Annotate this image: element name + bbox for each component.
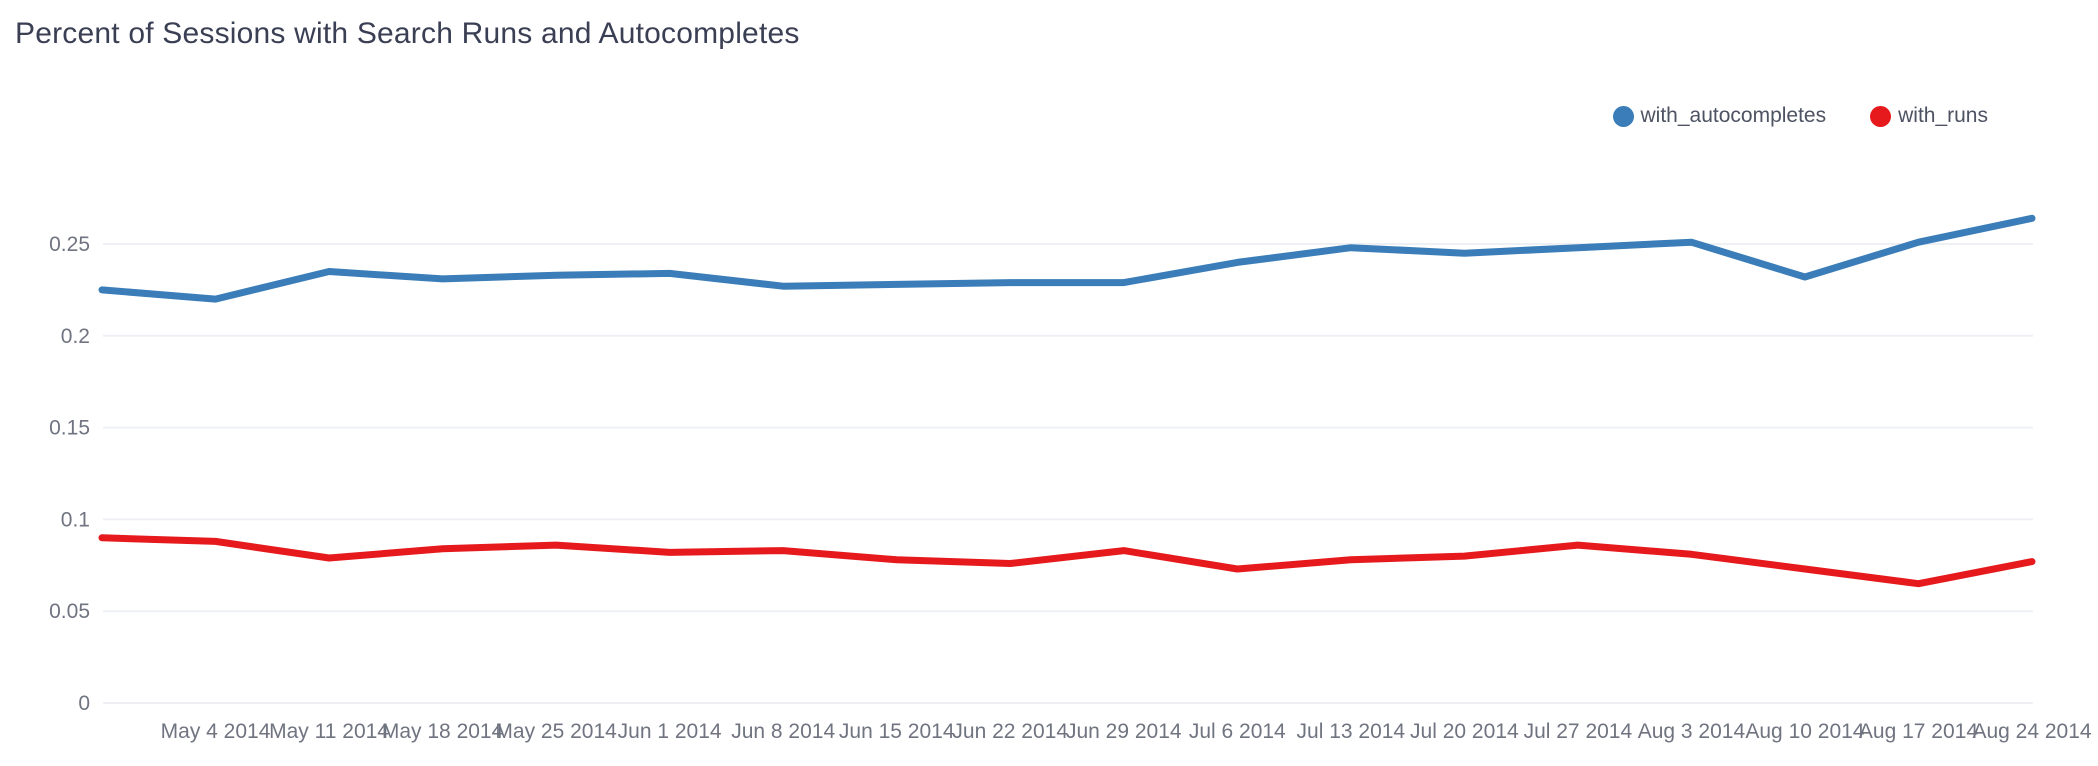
legend-dot-icon: [1612, 105, 1634, 127]
x-tick-label: Aug 17 2014: [1859, 720, 1978, 743]
legend-dot-icon: [1870, 105, 1892, 127]
legend: with_autocompletes with_runs: [1612, 104, 1988, 128]
y-tick-label: 0.25: [49, 233, 90, 256]
y-tick-label: 0: [78, 692, 90, 715]
x-tick-label: May 18 2014: [382, 720, 504, 743]
x-tick-label: Jul 6 2014: [1189, 720, 1286, 743]
x-tick-label: Aug 3 2014: [1638, 720, 1746, 743]
x-tick-label: Jul 27 2014: [1524, 720, 1633, 743]
x-tick-label: Jul 13 2014: [1297, 720, 1406, 743]
x-tick-label: Jun 22 2014: [952, 720, 1068, 743]
x-tick-label: Aug 10 2014: [1745, 720, 1864, 743]
x-tick-label: May 11 2014: [269, 720, 389, 743]
series-line-with_autocompletes[interactable]: [98, 214, 2036, 303]
chart-title: Percent of Sessions with Search Runs and…: [15, 17, 800, 50]
x-tick-label: Jun 1 2014: [618, 720, 722, 743]
y-tick-label: 0.05: [49, 600, 90, 623]
x-tick-label: Aug 24 2014: [1972, 720, 2091, 743]
x-tick-label: May 4 2014: [161, 720, 271, 743]
legend-item-with_runs[interactable]: with_runs: [1870, 104, 1988, 128]
legend-item-with_autocompletes[interactable]: with_autocompletes: [1612, 104, 1827, 128]
legend-item-label: with_runs: [1898, 104, 1988, 127]
x-tick-label: Jul 20 2014: [1410, 720, 1519, 743]
y-tick-label: 0.2: [61, 325, 90, 348]
x-tick-label: May 25 2014: [495, 720, 617, 743]
x-tick-label: Jun 8 2014: [731, 720, 835, 743]
legend-item-label: with_autocompletes: [1640, 104, 1827, 127]
y-tick-label: 0.15: [49, 417, 90, 440]
x-tick-label: Jun 15 2014: [839, 720, 955, 743]
series-line-with_runs[interactable]: [98, 534, 2036, 588]
y-tick-label: 0.1: [61, 508, 90, 531]
x-tick-label: Jun 29 2014: [1066, 720, 1182, 743]
